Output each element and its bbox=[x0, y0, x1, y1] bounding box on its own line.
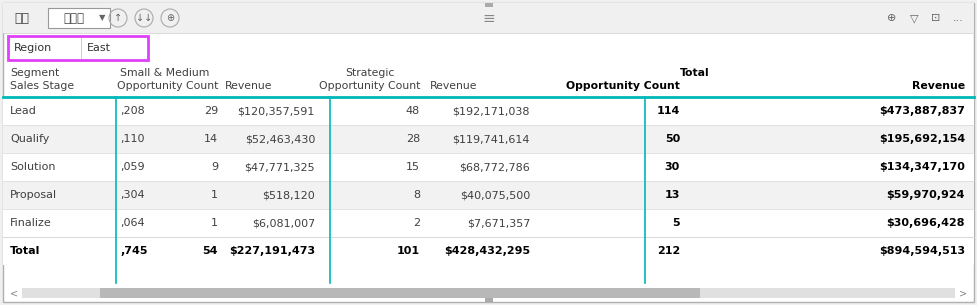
Text: $473,887,837: $473,887,837 bbox=[879, 106, 965, 116]
Text: Revenue: Revenue bbox=[912, 81, 965, 91]
Text: ,304: ,304 bbox=[120, 190, 145, 200]
Text: $47,771,325: $47,771,325 bbox=[244, 162, 315, 172]
Text: $59,970,924: $59,970,924 bbox=[886, 190, 965, 200]
Text: 8: 8 bbox=[413, 190, 420, 200]
Bar bbox=[485, 3, 492, 7]
Text: Sales Stage: Sales Stage bbox=[10, 81, 74, 91]
Text: ,059: ,059 bbox=[120, 162, 145, 172]
Text: $428,432,295: $428,432,295 bbox=[444, 246, 530, 256]
Text: Opportunity Count: Opportunity Count bbox=[319, 81, 420, 91]
Bar bbox=[3, 237, 974, 265]
Bar bbox=[3, 181, 974, 209]
Text: $68,772,786: $68,772,786 bbox=[459, 162, 530, 172]
Text: $134,347,170: $134,347,170 bbox=[879, 162, 965, 172]
Bar bbox=[3, 153, 974, 181]
Text: ...: ... bbox=[953, 13, 963, 23]
Text: 9: 9 bbox=[211, 162, 218, 172]
Bar bbox=[3, 125, 974, 153]
Text: Opportunity Count: Opportunity Count bbox=[116, 81, 218, 91]
Text: $192,171,038: $192,171,038 bbox=[452, 106, 530, 116]
Text: ↑: ↑ bbox=[114, 13, 122, 23]
Text: ,208: ,208 bbox=[120, 106, 145, 116]
Text: Total: Total bbox=[10, 246, 40, 256]
Text: Lead: Lead bbox=[10, 106, 37, 116]
Text: Total: Total bbox=[680, 68, 709, 78]
Text: Proposal: Proposal bbox=[10, 190, 57, 200]
Bar bbox=[3, 209, 974, 237]
Text: Segment: Segment bbox=[10, 68, 60, 78]
Text: Strategic: Strategic bbox=[345, 68, 395, 78]
Text: 50: 50 bbox=[664, 134, 680, 144]
Bar bbox=[485, 298, 492, 302]
Text: ,745: ,745 bbox=[120, 246, 148, 256]
Text: $40,075,500: $40,075,500 bbox=[460, 190, 530, 200]
Text: ▼: ▼ bbox=[99, 13, 106, 23]
Text: 資料列: 資料列 bbox=[64, 12, 84, 24]
Text: Region: Region bbox=[14, 43, 52, 53]
Text: $7,671,357: $7,671,357 bbox=[467, 218, 530, 228]
Text: 13: 13 bbox=[664, 190, 680, 200]
FancyBboxPatch shape bbox=[8, 36, 148, 60]
Text: ▽: ▽ bbox=[910, 13, 918, 23]
Text: $518,120: $518,120 bbox=[262, 190, 315, 200]
Text: 14: 14 bbox=[204, 134, 218, 144]
Text: Opportunity Count: Opportunity Count bbox=[566, 81, 680, 91]
Text: Small & Medium: Small & Medium bbox=[120, 68, 209, 78]
Text: $52,463,430: $52,463,430 bbox=[244, 134, 315, 144]
Text: $6,081,007: $6,081,007 bbox=[252, 218, 315, 228]
Text: $120,357,591: $120,357,591 bbox=[237, 106, 315, 116]
Text: Qualify: Qualify bbox=[10, 134, 50, 144]
Text: 15: 15 bbox=[406, 162, 420, 172]
Text: Revenue: Revenue bbox=[225, 81, 273, 91]
Text: 鑽研: 鑽研 bbox=[14, 12, 29, 24]
Text: 1: 1 bbox=[211, 218, 218, 228]
Text: 28: 28 bbox=[405, 134, 420, 144]
Text: 101: 101 bbox=[397, 246, 420, 256]
Text: 29: 29 bbox=[204, 106, 218, 116]
Bar bbox=[100, 288, 700, 298]
Text: ⊕: ⊕ bbox=[887, 13, 897, 23]
Text: $894,594,513: $894,594,513 bbox=[879, 246, 965, 256]
Text: ↓↓: ↓↓ bbox=[136, 13, 152, 23]
Bar bbox=[3, 97, 974, 125]
Text: $30,696,428: $30,696,428 bbox=[886, 218, 965, 228]
Text: 48: 48 bbox=[405, 106, 420, 116]
Text: 30: 30 bbox=[664, 162, 680, 172]
Text: $195,692,154: $195,692,154 bbox=[878, 134, 965, 144]
Bar bbox=[48, 8, 110, 28]
Text: ,064: ,064 bbox=[120, 218, 145, 228]
Text: ≡: ≡ bbox=[482, 10, 495, 26]
Text: Solution: Solution bbox=[10, 162, 56, 172]
Text: <: < bbox=[10, 288, 19, 298]
FancyBboxPatch shape bbox=[3, 3, 974, 302]
Text: 5: 5 bbox=[672, 218, 680, 228]
Text: Finalize: Finalize bbox=[10, 218, 52, 228]
Text: East: East bbox=[87, 43, 110, 53]
Text: ⊕: ⊕ bbox=[166, 13, 174, 23]
Text: 1: 1 bbox=[211, 190, 218, 200]
Text: >: > bbox=[958, 288, 967, 298]
Text: 54: 54 bbox=[202, 246, 218, 256]
Bar bbox=[22, 288, 955, 298]
Text: 2: 2 bbox=[413, 218, 420, 228]
Text: 114: 114 bbox=[657, 106, 680, 116]
Bar bbox=[3, 3, 974, 33]
Text: ,110: ,110 bbox=[120, 134, 145, 144]
Text: $119,741,614: $119,741,614 bbox=[452, 134, 530, 144]
Text: Revenue: Revenue bbox=[430, 81, 478, 91]
Text: ⊡: ⊡ bbox=[931, 13, 941, 23]
Text: 212: 212 bbox=[657, 246, 680, 256]
Text: $227,191,473: $227,191,473 bbox=[229, 246, 315, 256]
